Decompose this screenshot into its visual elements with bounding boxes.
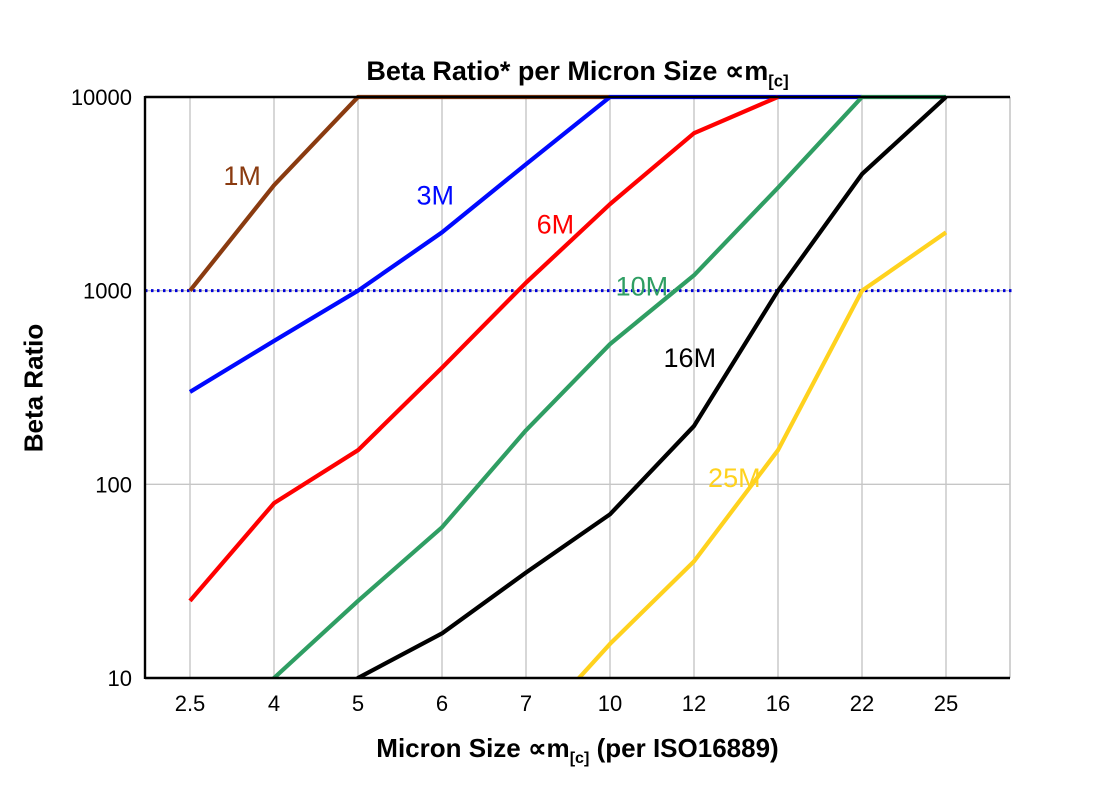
- series-line-16M: [354, 95, 948, 679]
- chart-title-text: Beta Ratio* per Micron Size: [366, 56, 725, 86]
- x-tick-label-4: 4: [268, 691, 280, 716]
- x-tick-label-25: 25: [934, 691, 958, 716]
- series-label-3M: 3M: [417, 181, 455, 211]
- chart-title-symbol: ∝m: [724, 56, 769, 86]
- x-tick-label-2.5: 2.5: [175, 691, 206, 716]
- x-tick-label-7: 7: [520, 691, 532, 716]
- y-tick-label-100: 100: [95, 472, 132, 497]
- x-axis-title-text: Micron Size: [376, 733, 528, 763]
- x-tick-label-22: 22: [850, 691, 874, 716]
- series-label-1M: 1M: [223, 161, 261, 191]
- series-line-10M: [270, 94, 946, 679]
- series-line-6M: [188, 95, 779, 603]
- x-tick-label-10: 10: [598, 691, 622, 716]
- y-tick-label-1000: 1000: [83, 279, 132, 304]
- series-label-6M: 6M: [537, 209, 575, 239]
- series-label-25M: 25M: [708, 463, 761, 493]
- y-tick-label-10: 10: [108, 666, 132, 691]
- chart-title: Beta Ratio* per Micron Size ∝m[c]: [145, 56, 1010, 91]
- x-tick-label-12: 12: [682, 691, 706, 716]
- x-axis-title: Micron Size ∝m[c] (per ISO16889): [145, 733, 1010, 768]
- x-axis-title-symbol: ∝m: [527, 733, 570, 763]
- series-line-25M: [575, 230, 948, 679]
- series-label-16M: 16M: [664, 343, 717, 373]
- y-tick-label-10000: 10000: [71, 85, 132, 110]
- x-axis-title-subscript: [c]: [569, 749, 590, 768]
- series-label-10M: 10M: [616, 272, 669, 302]
- x-tick-label-16: 16: [766, 691, 790, 716]
- x-axis-title-suffix: (per ISO16889): [589, 733, 779, 763]
- chart-title-subscript: [c]: [768, 71, 789, 91]
- x-tick-label-6: 6: [436, 691, 448, 716]
- plot-border: [143, 95, 1010, 680]
- x-tick-label-5: 5: [352, 691, 364, 716]
- y-axis-title: Beta Ratio: [18, 323, 49, 453]
